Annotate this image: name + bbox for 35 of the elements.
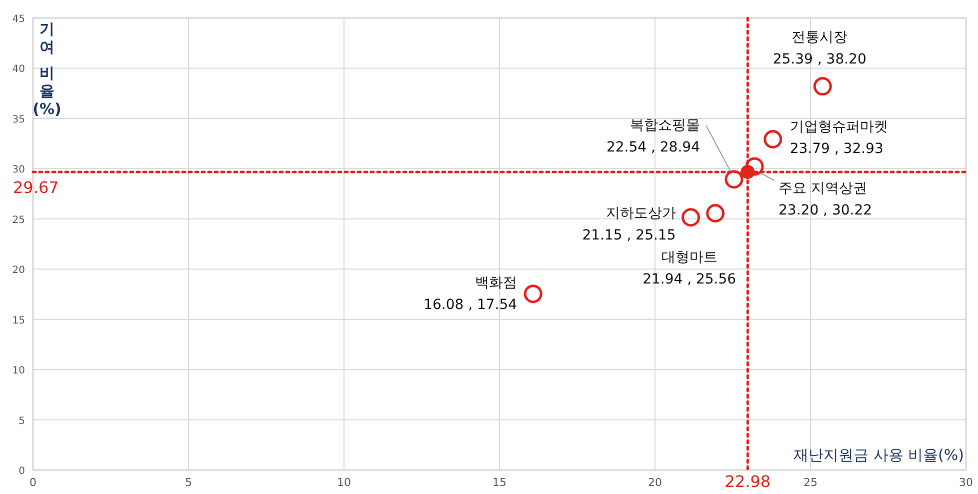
y-tick-label: 40 xyxy=(12,64,25,76)
x-tick-label: 10 xyxy=(337,476,351,489)
x-tick-label: 20 xyxy=(648,476,662,489)
y-tick-label: 10 xyxy=(12,366,25,377)
point xyxy=(764,130,782,148)
x-tick-label: 15 xyxy=(492,476,506,489)
point xyxy=(724,170,744,189)
y-tick-label: 15 xyxy=(12,315,25,326)
annotation: 복합쇼핑몰 22.54 , 28.94 xyxy=(606,117,700,156)
y-tick-label: 5 xyxy=(18,416,25,427)
point xyxy=(706,204,725,223)
annotation: 전통시장 25.39 , 38.20 xyxy=(772,29,866,68)
annotation: 주요 지역상권 23.20 , 30.22 xyxy=(778,180,872,218)
x-tick-label: 5 xyxy=(185,476,192,489)
annotation: 기업형슈퍼마켓 23.79 , 32.93 xyxy=(790,119,888,158)
x-axis-title: 재난지원금 사용 비율(%) xyxy=(794,446,964,464)
y-tick-label: 30 xyxy=(12,164,25,176)
annotation: 대형마트 21.94 , 25.56 xyxy=(642,249,736,288)
x-tick-label: 25 xyxy=(804,476,818,489)
ref-line-label: 29.67 xyxy=(13,178,59,197)
x-tick-label: 0 xyxy=(30,476,36,489)
y-tick-label: 20 xyxy=(12,265,25,276)
y-axis-title: 기여 비율(%) xyxy=(32,20,62,118)
ref-line-label: 22.98 xyxy=(724,472,771,491)
point xyxy=(745,157,764,176)
point xyxy=(524,284,542,304)
y-tick-label: 25 xyxy=(12,214,25,226)
y-tick-label: 0 xyxy=(18,466,25,477)
y-tick-label: 35 xyxy=(12,114,25,126)
point xyxy=(813,77,832,96)
annotation: 백화점 16.08 , 17.54 xyxy=(424,274,518,313)
y-tick-label: 45 xyxy=(12,14,25,25)
annotation: 지하도상가 21.15 , 25.15 xyxy=(582,205,676,244)
x-tick-label: 30 xyxy=(959,476,973,489)
point xyxy=(682,208,700,227)
